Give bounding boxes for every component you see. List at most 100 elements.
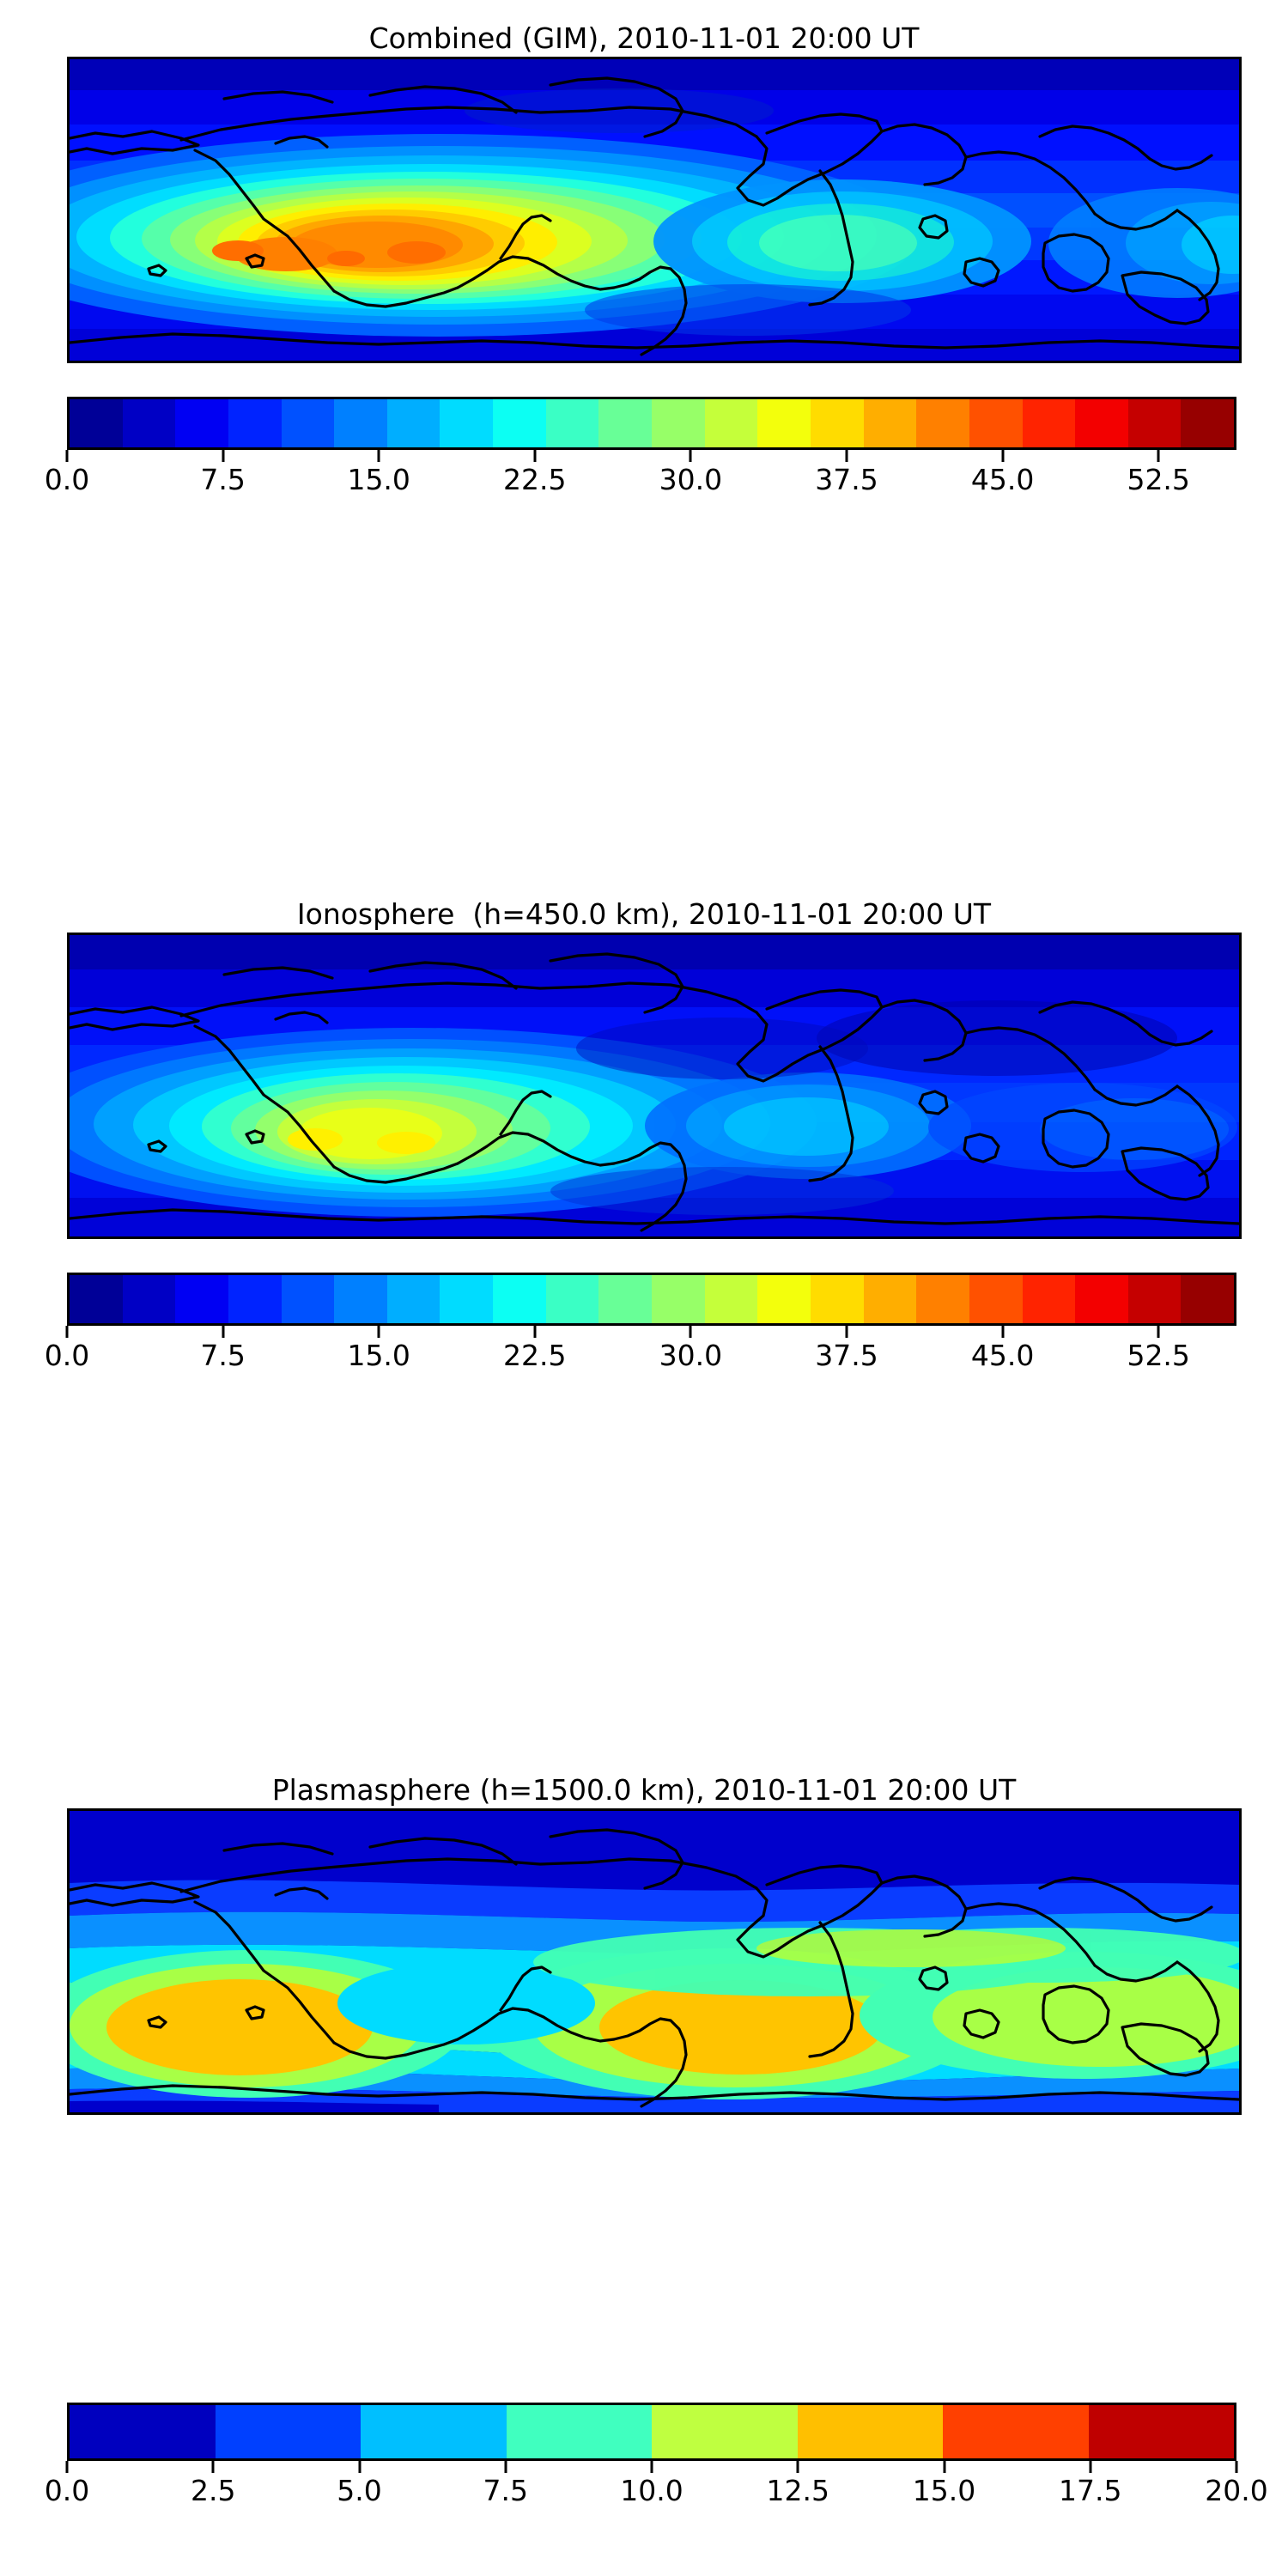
colorbar-segment — [810, 1275, 864, 1323]
colorbar-plasmasphere: 0.0 2.5 5.0 7.5 10.0 12.5 15.0 17.5 20.0 — [45, 2403, 1268, 2505]
colorbar-segment — [1181, 1275, 1235, 1323]
colorbar-ticks-combined-gim — [65, 450, 1236, 462]
colorbar-tick — [377, 1326, 380, 1338]
map-axes-combined-gim — [67, 57, 1242, 363]
map-field-combined-gim — [70, 59, 1239, 361]
map-axes-plasmasphere — [67, 1808, 1242, 2115]
colorbar-tick-label: 0.0 — [44, 1339, 90, 1372]
colorbar-segment — [361, 2405, 507, 2458]
colorbar-tick — [65, 1326, 69, 1338]
colorbar-tick-label: 22.5 — [503, 1339, 567, 1372]
colorbar-ticks-ionosphere — [65, 1326, 1236, 1338]
colorbar-tick — [222, 1326, 225, 1338]
colorbar-tick — [533, 1326, 537, 1338]
colorbar-segment — [797, 2405, 943, 2458]
colorbar-tick-label: 30.0 — [659, 1339, 723, 1372]
colorbar-gradient-ionosphere — [67, 1273, 1236, 1326]
colorbar-ionosphere: 0.0 7.5 15.0 22.5 30.0 37.5 45.0 52.5 — [45, 1273, 1236, 1370]
colorbar-segment — [652, 1275, 705, 1323]
colorbar-segment — [969, 399, 1023, 447]
colorbar-segment — [545, 1275, 599, 1323]
colorbar-segment — [281, 399, 335, 447]
colorbar-tick-label: 45.0 — [970, 463, 1035, 496]
contour-field-combined-gim — [70, 59, 1239, 361]
map-field-ionosphere — [70, 935, 1239, 1236]
colorbar-segment — [175, 399, 228, 447]
colorbar-segment — [493, 399, 546, 447]
colorbar-ticks-plasmasphere — [65, 2461, 1238, 2473]
colorbar-segment — [70, 2405, 216, 2458]
colorbar-segment — [969, 1275, 1023, 1323]
colorbar-segment — [1022, 1275, 1076, 1323]
colorbar-tick — [845, 450, 848, 462]
colorbar-tick — [689, 1326, 692, 1338]
colorbar-segment — [598, 399, 653, 447]
colorbar-segment — [1127, 1275, 1182, 1323]
colorbar-tick-label: 7.5 — [200, 463, 246, 496]
colorbar-tick-label: 22.5 — [503, 463, 567, 496]
colorbar-segment — [1075, 399, 1128, 447]
colorbar-tick — [943, 2461, 945, 2473]
colorbar-segment — [863, 399, 917, 447]
colorbar-tick-label: 37.5 — [815, 1339, 878, 1372]
colorbar-tick-label: 17.5 — [1059, 2474, 1122, 2507]
colorbar-segment — [757, 1275, 811, 1323]
colorbar-tick — [1001, 1326, 1005, 1338]
colorbar-segment — [943, 2405, 1089, 2458]
colorbar-tick-label: 15.0 — [347, 463, 410, 496]
colorbar-tick-labels-combined-gim: 0.0 7.5 15.0 22.5 30.0 37.5 45.0 52.5 — [45, 463, 1236, 503]
colorbar-segment — [916, 1275, 969, 1323]
colorbar-segment — [228, 1275, 282, 1323]
colorbar-segment — [228, 399, 282, 447]
colorbar-tick — [650, 2461, 653, 2473]
colorbar-segment — [1022, 399, 1076, 447]
colorbar-tick — [1157, 1326, 1160, 1338]
colorbar-tick-label: 15.0 — [912, 2474, 976, 2507]
colorbar-gradient-combined-gim — [67, 397, 1236, 450]
colorbar-tick-label: 30.0 — [659, 463, 723, 496]
colorbar-segment — [598, 1275, 653, 1323]
colorbar-tick-labels-plasmasphere: 0.0 2.5 5.0 7.5 10.0 12.5 15.0 17.5 20.0 — [45, 2474, 1268, 2514]
colorbar-segment — [652, 2405, 798, 2458]
colorbar-tick-label: 7.5 — [200, 1339, 246, 1372]
colorbar-tick — [504, 2461, 507, 2473]
colorbar-tick — [845, 1326, 848, 1338]
colorbar-segment — [440, 1275, 494, 1323]
colorbar-tick-label: 0.0 — [44, 2474, 90, 2507]
colorbar-segment — [652, 399, 705, 447]
colorbar-segment — [506, 2405, 652, 2458]
colorbar-segment — [175, 1275, 228, 1323]
colorbar-segment — [704, 1275, 758, 1323]
colorbar-tick-label: 0.0 — [44, 463, 90, 496]
colorbar-tick-label: 10.0 — [620, 2474, 683, 2507]
colorbar-segment — [386, 399, 440, 447]
colorbar-tick — [211, 2461, 215, 2473]
colorbar-segment — [810, 399, 864, 447]
colorbar-tick-label: 12.5 — [766, 2474, 829, 2507]
colorbar-segment — [334, 399, 387, 447]
colorbar-gradient-plasmasphere — [67, 2403, 1236, 2461]
panel-title-combined-gim: Combined (GIM), 2010-11-01 20:00 UT — [368, 21, 920, 55]
colorbar-segment — [493, 1275, 546, 1323]
colorbar-segment — [757, 399, 811, 447]
colorbar-segment — [122, 1275, 176, 1323]
colorbar-tick — [65, 2461, 69, 2473]
colorbar-tick-label: 7.5 — [483, 2474, 528, 2507]
colorbar-tick — [1089, 2461, 1092, 2473]
colorbar-tick — [689, 450, 692, 462]
panel-title-plasmasphere: Plasmasphere (h=1500.0 km), 2010-11-01 2… — [271, 1773, 1017, 1807]
colorbar-tick — [377, 450, 380, 462]
colorbar-segment — [334, 1275, 387, 1323]
colorbar-combined-gim: 0.0 7.5 15.0 22.5 30.0 37.5 45.0 52.5 — [45, 397, 1236, 494]
colorbar-tick-label: 20.0 — [1205, 2474, 1268, 2507]
colorbar-tick-label: 52.5 — [1127, 463, 1190, 496]
colorbar-segment — [545, 399, 599, 447]
contour-field-plasmasphere — [70, 1811, 1239, 2112]
colorbar-segment — [281, 1275, 335, 1323]
colorbar-segment — [1088, 2405, 1234, 2458]
colorbar-tick-label: 37.5 — [815, 463, 878, 496]
map-axes-ionosphere — [67, 933, 1242, 1239]
colorbar-segment — [863, 1275, 917, 1323]
colorbar-tick-label: 5.0 — [337, 2474, 382, 2507]
